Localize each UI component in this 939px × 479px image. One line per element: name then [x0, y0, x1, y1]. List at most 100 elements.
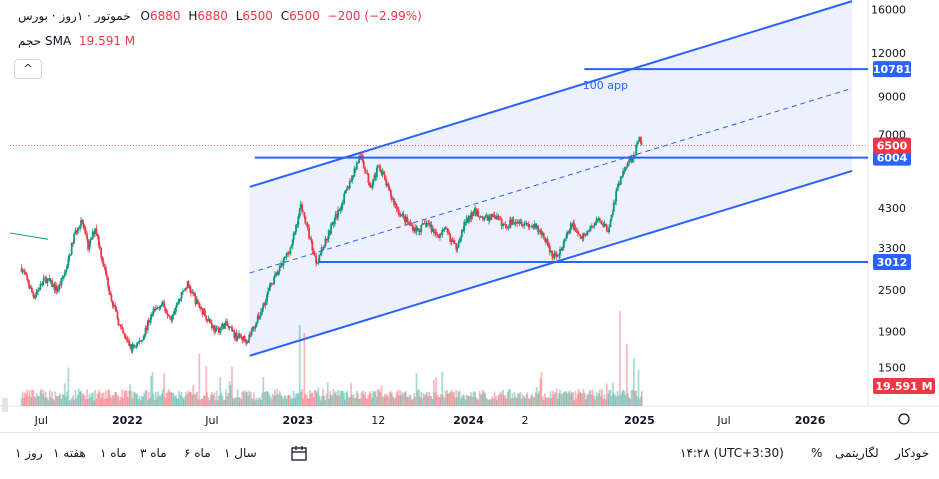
volume-bar: [47, 400, 50, 406]
volume-bar: [554, 392, 557, 406]
price-chart[interactable]: 10781 6004 3012 6500 19.591 M 100 app 1500 190…: [0, 0, 939, 432]
period-6m-button[interactable]: ۶ ماه: [184, 446, 211, 460]
candle-body: [457, 242, 460, 248]
volume-bar: [432, 380, 435, 406]
candle-body: [481, 216, 483, 218]
candle-body: [165, 311, 168, 313]
volume-bar: [542, 400, 545, 406]
percent-scale-button[interactable]: %: [811, 446, 823, 460]
volume-bar: [504, 395, 507, 406]
volume-bar: [587, 393, 589, 406]
candle-body: [535, 225, 538, 228]
volume-bar: [367, 394, 370, 406]
settings-icon[interactable]: [898, 413, 910, 425]
volume-bar: [434, 392, 437, 406]
candle-body: [464, 221, 467, 223]
volume-bar: [283, 395, 286, 406]
candle-body: [528, 226, 531, 228]
volume-bar: [612, 393, 615, 406]
volume-bar: [407, 396, 410, 406]
candle-body: [420, 225, 423, 233]
candle-body: [157, 307, 160, 308]
volume-bar: [268, 394, 271, 406]
candle-body: [217, 327, 219, 329]
period-1d-button[interactable]: ۱ روز: [15, 446, 43, 460]
volume-bar: [32, 389, 35, 406]
price-label-bg: [873, 149, 911, 166]
candle-body: [182, 291, 184, 292]
log-scale-button[interactable]: لگاریتمی: [835, 446, 879, 460]
volume-bar: [489, 399, 491, 406]
volume-bar: [34, 397, 37, 406]
candle-body: [203, 309, 205, 315]
candle-body: [301, 204, 303, 212]
time-zone-label[interactable]: ۱۴:۲۸ (UTC+3:30): [680, 446, 784, 460]
volume-bar: [28, 389, 31, 406]
volume-bar: [575, 398, 578, 406]
volume-bar: [313, 390, 316, 406]
candle-body: [623, 170, 626, 172]
candle-body: [439, 233, 441, 238]
candle-body: [467, 218, 469, 223]
volume-bar: [80, 391, 82, 406]
candle-body: [68, 255, 71, 259]
candle-body: [83, 227, 86, 230]
candle-body: [482, 217, 484, 220]
volume-bar: [203, 395, 206, 406]
volume-bar: [569, 393, 572, 406]
candle-body: [80, 220, 82, 226]
candle-body: [294, 231, 296, 234]
collapse-legend-button[interactable]: ^: [14, 59, 42, 79]
candle-body: [410, 225, 413, 226]
candle-body: [451, 239, 454, 241]
period-1y-button[interactable]: ۱ سال: [224, 446, 257, 460]
candle-body: [37, 289, 39, 293]
candle-body: [582, 233, 585, 239]
period-3m-button[interactable]: ۳ ماه: [140, 446, 167, 460]
candle-body: [320, 247, 323, 253]
candle-body: [182, 290, 185, 292]
candle-body: [495, 218, 497, 220]
candle-body: [194, 296, 197, 305]
volume-bar: [129, 384, 132, 406]
volume-bar: [274, 389, 276, 406]
volume-bar: [551, 397, 553, 406]
candle-body: [135, 346, 138, 347]
volume-bar: [25, 394, 28, 406]
candle-body: [604, 224, 607, 226]
volume-bar: [526, 392, 529, 406]
auto-scale-button[interactable]: خودکار: [895, 446, 930, 460]
candle-body: [129, 344, 132, 346]
candle-body: [460, 229, 463, 237]
volume-bar: [609, 389, 612, 406]
candle-body: [208, 318, 211, 323]
date-range-icon[interactable]: [290, 444, 308, 465]
candle-body: [235, 332, 238, 340]
candle-body: [130, 344, 133, 351]
candle-body: [418, 230, 420, 232]
candle-body: [67, 258, 70, 266]
period-1w-button[interactable]: ۱ هفته: [53, 446, 86, 460]
candle-body: [46, 278, 49, 284]
candle-body: [284, 257, 287, 258]
candle-body: [502, 223, 504, 227]
candle-body: [234, 332, 237, 338]
candle-body: [189, 285, 191, 290]
channel-fill: [249, 1, 853, 356]
high-value: 6880: [197, 9, 228, 23]
candle-body: [261, 308, 264, 312]
volume-bar: [448, 393, 451, 406]
candle-body: [579, 234, 582, 237]
volume-label-bg: [873, 378, 935, 394]
volume-bar: [347, 397, 350, 406]
volume-bar: [573, 400, 575, 406]
volume-bar: [59, 393, 61, 406]
candle-body: [138, 340, 141, 343]
candle-body: [332, 222, 335, 225]
candle-body: [598, 218, 601, 221]
candle-body: [41, 281, 44, 286]
candle-body: [341, 203, 344, 205]
period-1m-button[interactable]: ۱ ماه: [100, 446, 127, 460]
candle-body: [247, 339, 250, 343]
candle-body: [107, 277, 110, 287]
